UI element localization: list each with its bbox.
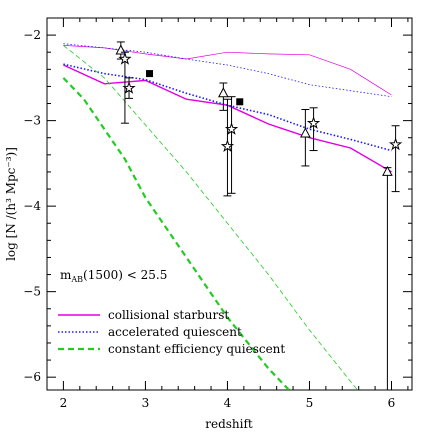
selection-annotation: mAB(1500) < 25.5 (60, 268, 167, 284)
legend-label: constant efficiency quiescent (108, 342, 285, 356)
y-tick-label: −2 (23, 28, 41, 42)
axis-ticks: 2 3 4 5 6 −2 −3 −4 −5 −6 (23, 18, 412, 410)
annotation-main: m (60, 268, 72, 282)
y-tick-label: −6 (23, 370, 41, 384)
x-tick-label: 4 (224, 396, 232, 410)
x-tick-label: 5 (306, 396, 314, 410)
data-point-triangle (300, 127, 311, 138)
data-point-star (388, 137, 403, 151)
y-tick-label: −3 (23, 114, 41, 128)
annotation-rest: (1500) < 25.5 (83, 268, 167, 282)
data-point-square (146, 70, 154, 78)
data-point-star (224, 122, 239, 135)
plot-frame (46, 17, 413, 391)
y-tick-label: −5 (23, 285, 41, 299)
points-layer (115, 41, 403, 390)
x-tick-label: 3 (142, 396, 150, 410)
series-line-3 (63, 45, 359, 390)
y-axis-title: log [N /(h³ Mpc⁻³)] (4, 147, 18, 261)
legend: collisional starburst accelerated quiesce… (58, 308, 285, 356)
data-point-star (122, 81, 136, 94)
data-point-star (306, 116, 321, 129)
data-point-square (236, 98, 244, 106)
data-point-triangle (382, 165, 393, 176)
x-tick-label: 6 (388, 396, 396, 410)
legend-label: collisional starburst (108, 308, 229, 322)
legend-label: accelerated quiescent (108, 325, 242, 339)
data-point-star (118, 52, 132, 65)
series-line-2 (62, 77, 291, 390)
x-axis-title: redshift (205, 417, 253, 431)
y-tick-label: −4 (23, 199, 41, 213)
annotation-subscript: AB (70, 275, 83, 284)
x-tick-label: 2 (60, 396, 68, 410)
series-line-5 (63, 43, 392, 98)
data-point-triangle (218, 87, 229, 98)
